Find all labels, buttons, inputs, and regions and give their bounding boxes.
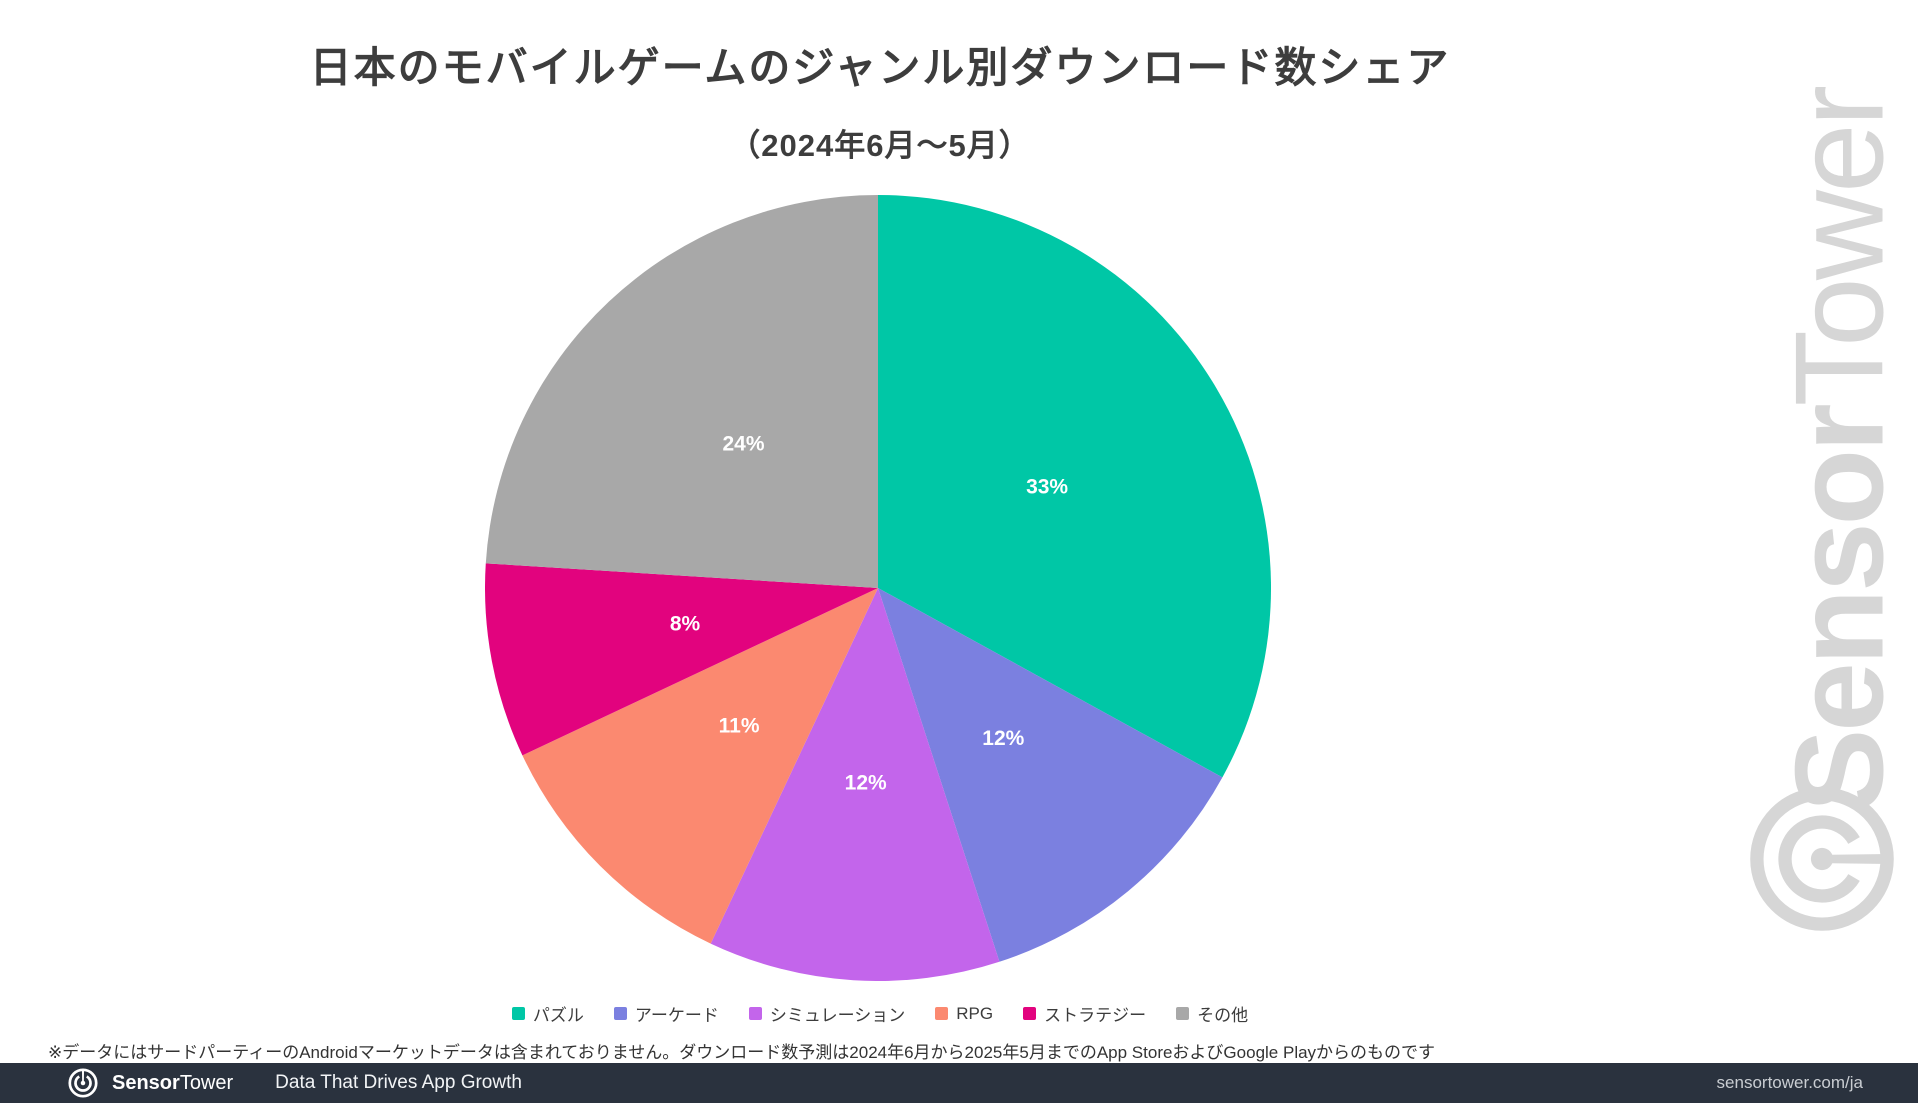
pie-value-label-6: 24%: [722, 432, 764, 455]
pie-value-label-2: 12%: [982, 727, 1024, 750]
pie-value-label-4: 11%: [719, 714, 760, 737]
legend-item-2: アーケード: [613, 1001, 719, 1026]
legend-swatch-icon: [748, 1007, 762, 1020]
chart-title: 日本のモバイルゲームのジャンル別ダウンロード数シェア: [309, 44, 1451, 91]
legend-item-3: シミュレーション: [748, 1001, 906, 1026]
footer-brand-bold: Sensor: [112, 1071, 180, 1094]
pie-value-label-1: 33%: [1026, 476, 1068, 499]
pie-slice-4: [522, 588, 878, 944]
pie-value-label-5: 8%: [670, 612, 701, 635]
legend-label: シミュレーション: [769, 1006, 906, 1025]
footer-brand-regular: Tower: [179, 1071, 234, 1094]
legend-label: パズル: [532, 1006, 584, 1025]
legend-swatch-icon: [613, 1007, 627, 1020]
pie-slice-6: [485, 195, 878, 588]
legend-item-1: パズル: [511, 1001, 584, 1026]
footer-brand: SensorTower: [112, 1072, 233, 1095]
chart-legend: パズル アーケード シミュレーション RPG ストラテジー その他: [0, 1001, 1760, 1026]
legend-label: ストラテジー: [1044, 1006, 1147, 1025]
watermark-brand-text: SensorTower: [1771, 88, 1910, 812]
pie-slice-2: [878, 588, 1223, 962]
legend-label: アーケード: [634, 1006, 719, 1025]
legend-swatch-icon: [935, 1007, 949, 1020]
footnote: ※データにはサードパーティーのAndroidマーケットデータは含まれておりません…: [48, 1043, 1436, 1062]
legend-swatch-icon: [1176, 1007, 1190, 1020]
legend-label: RPG: [956, 1003, 994, 1023]
legend-swatch-icon: [511, 1007, 525, 1020]
pie-slice-1: [878, 195, 1271, 778]
footer-url: sensortower.com/ja: [1716, 1073, 1863, 1092]
sensor-tower-logo-icon: [1748, 785, 1896, 933]
chart-subtitle: （2024年6月～5月）: [729, 128, 1031, 163]
watermark-brand-bold: Sensor: [1770, 406, 1910, 813]
footer-tagline: Data That Drives App Growth: [275, 1072, 522, 1093]
legend-item-5: ストラテジー: [1023, 1001, 1146, 1026]
pie-value-label-3: 12%: [845, 772, 887, 795]
legend-item-4: RPG: [935, 1004, 993, 1024]
pie-chart: 33% 12% 12% 11% 8% 24%: [485, 195, 1271, 981]
footer-bar: SensorTower Data That Drives App Growth …: [0, 1063, 1918, 1103]
legend-label: その他: [1197, 1006, 1249, 1025]
watermark-brand-regular: Tower: [1770, 87, 1910, 407]
pie-slice-3: [710, 588, 1000, 981]
sensor-tower-logo-icon: [68, 1068, 98, 1098]
legend-item-6: その他: [1176, 1001, 1248, 1026]
pie-slice-5: [485, 563, 878, 756]
legend-swatch-icon: [1023, 1007, 1037, 1020]
